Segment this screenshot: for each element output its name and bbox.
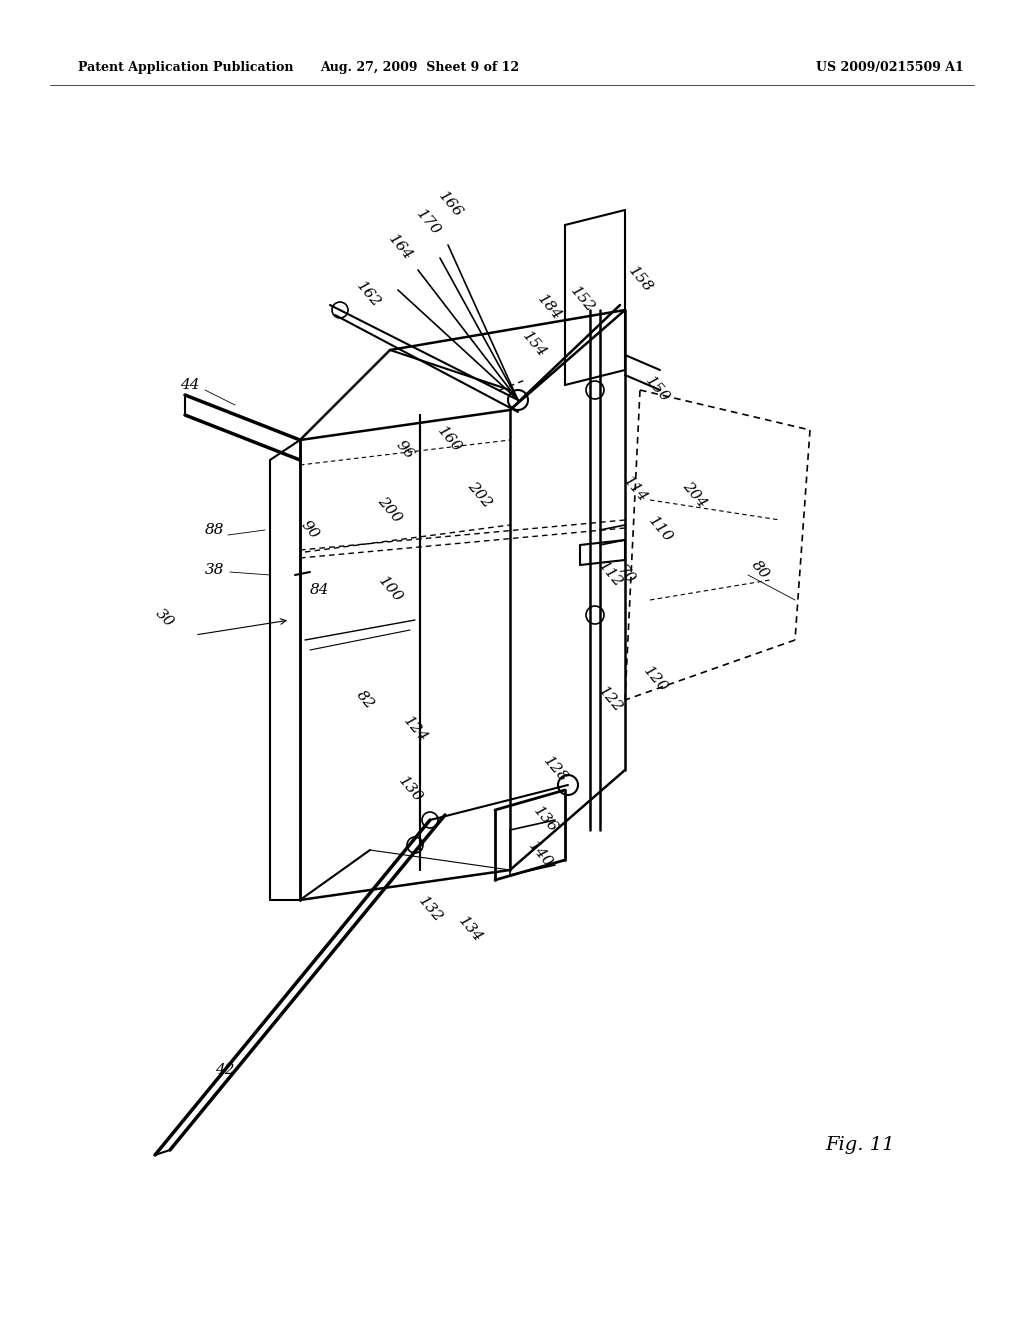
- Text: 88: 88: [205, 523, 224, 537]
- Text: Aug. 27, 2009  Sheet 9 of 12: Aug. 27, 2009 Sheet 9 of 12: [321, 62, 519, 74]
- Text: 38: 38: [205, 564, 224, 577]
- Text: 100: 100: [375, 574, 404, 606]
- Text: 130: 130: [395, 775, 425, 805]
- Text: 152: 152: [567, 284, 597, 315]
- Text: 80: 80: [749, 558, 772, 582]
- Text: 42: 42: [215, 1063, 234, 1077]
- Text: US 2009/0215509 A1: US 2009/0215509 A1: [816, 62, 964, 74]
- Text: 112: 112: [595, 560, 625, 591]
- Text: 170: 170: [414, 207, 442, 239]
- Text: 90: 90: [298, 517, 322, 543]
- Text: 114: 114: [621, 474, 650, 506]
- Text: 128: 128: [541, 754, 569, 785]
- Text: 140: 140: [525, 840, 555, 871]
- Text: 136: 136: [530, 804, 560, 836]
- Text: 184: 184: [535, 292, 564, 323]
- Text: 110: 110: [645, 515, 675, 545]
- Text: 122: 122: [595, 684, 625, 715]
- Text: 120: 120: [640, 664, 670, 696]
- Text: 162: 162: [353, 280, 383, 310]
- Text: 84: 84: [310, 583, 330, 597]
- Text: Patent Application Publication: Patent Application Publication: [78, 62, 294, 74]
- Text: 70: 70: [613, 564, 637, 587]
- Text: 160: 160: [434, 424, 464, 455]
- Text: 96: 96: [393, 438, 417, 462]
- Text: 202: 202: [465, 479, 495, 511]
- Text: 134: 134: [456, 915, 484, 945]
- Text: 132: 132: [416, 894, 444, 925]
- Text: 30: 30: [154, 606, 177, 630]
- Text: 154: 154: [519, 329, 549, 360]
- Text: 44: 44: [180, 378, 200, 392]
- Text: 200: 200: [375, 494, 404, 525]
- Text: 150: 150: [642, 375, 672, 405]
- Text: 124: 124: [400, 714, 430, 746]
- Text: 166: 166: [435, 189, 465, 220]
- Text: 158: 158: [626, 264, 654, 296]
- Text: Fig. 11: Fig. 11: [825, 1137, 895, 1154]
- Text: 164: 164: [385, 232, 415, 264]
- Text: 204: 204: [680, 479, 710, 511]
- Text: 82: 82: [353, 688, 377, 711]
